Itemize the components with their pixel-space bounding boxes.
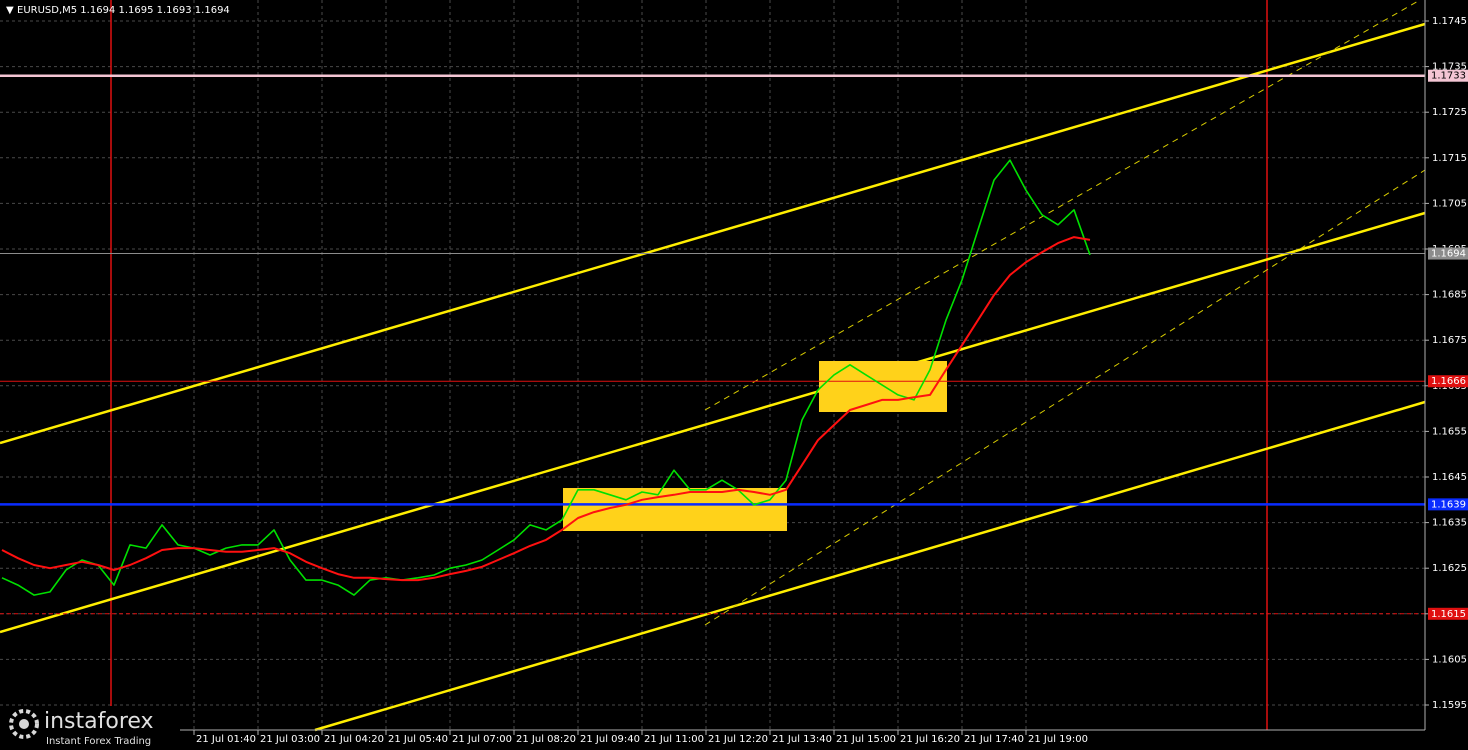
x-tick-label: 21 Jul 05:40 xyxy=(388,734,448,745)
chart-title: EURUSD,M5 1.1694 1.1695 1.1693 1.1694 xyxy=(17,5,230,16)
y-tick-label: 1.1605 xyxy=(1432,654,1467,665)
level-label: 1.1615 xyxy=(1431,609,1466,620)
y-tick-label: 1.1745 xyxy=(1432,16,1467,27)
channel-line xyxy=(0,22,1426,445)
x-tick-label: 21 Jul 13:40 xyxy=(772,734,832,745)
y-tick-label: 1.1715 xyxy=(1432,153,1467,164)
level-label: 1.1694 xyxy=(1431,249,1466,260)
triangle: ▼ xyxy=(6,5,14,16)
y-tick-label: 1.1675 xyxy=(1432,335,1467,346)
x-tick-label: 21 Jul 12:20 xyxy=(708,734,768,745)
y-tick-label: 1.1625 xyxy=(1432,563,1467,574)
zone xyxy=(819,361,947,412)
y-tick-label: 1.1685 xyxy=(1432,290,1467,301)
axes: 1.1595 1.1605 1.1615 1.1625 1.1635 1.1645 1.16… xyxy=(193,16,1468,745)
level-marker xyxy=(1428,69,1468,82)
y-tick-label: 1.1635 xyxy=(1432,518,1467,529)
x-tick-label: 21 Jul 15:00 xyxy=(836,734,896,745)
y-tick-label: 1.1735 xyxy=(1432,62,1467,73)
channel-dashed xyxy=(704,0,1426,626)
y-tick-label: 1.1595 xyxy=(1432,700,1467,711)
channel-line xyxy=(0,211,1426,634)
x-tick-label: 21 Jul 08:20 xyxy=(516,734,576,745)
level-marker xyxy=(1428,247,1468,260)
channel-line xyxy=(704,0,1421,411)
level-marker xyxy=(1428,375,1468,388)
x-tick-label: 21 Jul 11:00 xyxy=(644,734,704,745)
plot xyxy=(1,159,1091,596)
x-tick-label: 21 Jul 17:40 xyxy=(964,734,1024,745)
x-tick-label: 21 Jul 09:40 xyxy=(580,734,640,745)
y-tick-label: 1.1645 xyxy=(1432,472,1467,483)
x-tick-label: 21 Jul 07:00 xyxy=(452,734,512,745)
y-tick-label: 1.1725 xyxy=(1432,107,1467,118)
y-tick-label: 1.1655 xyxy=(1432,426,1467,437)
logo-name: instaforex xyxy=(44,709,154,734)
level-label: 1.1733 xyxy=(1431,71,1466,82)
grid xyxy=(0,0,1425,730)
x-tick-label: 21 Jul 04:20 xyxy=(324,734,384,745)
level-marker xyxy=(1428,607,1468,620)
level-label: 1.1639 xyxy=(1431,499,1466,510)
logo-icon xyxy=(19,719,29,729)
level-label: 1.1666 xyxy=(1431,376,1466,387)
levels xyxy=(0,74,1425,615)
x-tick-label: 21 Jul 16:20 xyxy=(900,734,960,745)
logo-tagline: Instant Forex Trading xyxy=(46,736,151,747)
y-tick-label: 1.1705 xyxy=(1432,198,1467,209)
channel-line xyxy=(314,400,1426,732)
x-tick-label: 21 Jul 01:40 xyxy=(196,734,256,745)
x-tick-label: 21 Jul 03:00 xyxy=(260,734,320,745)
channel-line xyxy=(704,169,1426,626)
level-marker xyxy=(1428,498,1468,511)
logo-icon xyxy=(9,709,39,739)
x-tick-label: 21 Jul 19:00 xyxy=(1028,734,1088,745)
watermark: instaforex Instant Forex Trading xyxy=(0,706,180,750)
price-line xyxy=(1,236,1091,582)
watermark-bg xyxy=(0,706,180,750)
channel xyxy=(0,22,1426,732)
